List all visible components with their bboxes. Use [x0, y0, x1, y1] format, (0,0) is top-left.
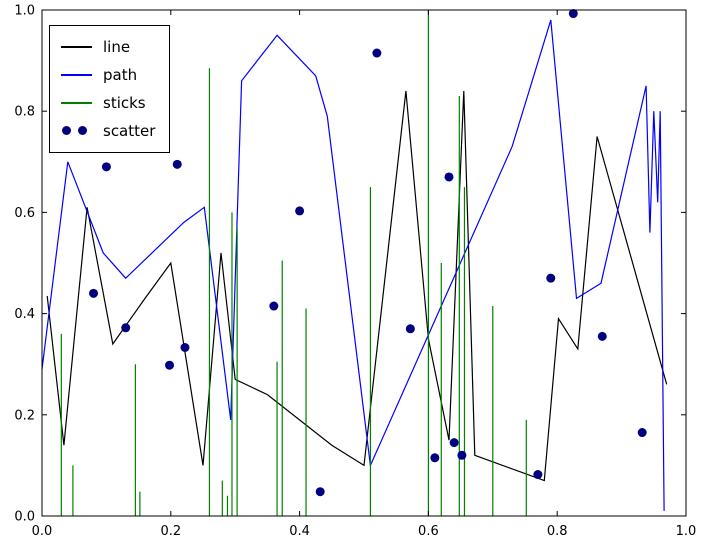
legend-label-sticks: sticks [103, 93, 146, 112]
scatter-point [546, 273, 556, 283]
legend: line path sticks scatter [49, 25, 171, 153]
x-tick-label: 0.6 [418, 524, 439, 539]
scatter-legend-sample [61, 126, 92, 136]
scatter-point [533, 470, 543, 480]
legend-label-scatter: scatter [103, 121, 156, 140]
scatter-point [165, 360, 175, 370]
scatter-point [315, 487, 325, 497]
legend-entry-scatter: scatter [61, 117, 155, 145]
scatter-point [172, 159, 182, 169]
scatter-point [101, 162, 111, 172]
line-series [46, 90, 668, 482]
y-tick-label: 0.0 [14, 510, 35, 525]
sticks-legend-sample [61, 102, 92, 104]
x-tick-label: 0.8 [547, 524, 568, 539]
y-tick-label: 0.4 [14, 307, 35, 322]
x-tick-label: 1.0 [676, 524, 697, 539]
scatter-point [180, 343, 190, 353]
y-tick-label: 0.8 [14, 105, 35, 120]
x-tick-label: 0.2 [160, 524, 181, 539]
scatter-point [457, 450, 467, 460]
scatter-point [269, 301, 279, 311]
legend-label-path: path [103, 65, 138, 84]
legend-entry-sticks: sticks [61, 89, 155, 117]
line-legend-sample [61, 46, 92, 48]
legend-entry-path: path [61, 61, 155, 89]
x-tick-label: 0.0 [32, 524, 53, 539]
path-series [41, 19, 665, 511]
y-tick-label: 1.0 [14, 4, 35, 19]
scatter-point [295, 206, 305, 216]
scatter-point [430, 453, 440, 463]
scatter-point [444, 172, 454, 182]
y-tick-label: 0.6 [14, 206, 35, 221]
scatter-dot-icon [62, 126, 71, 135]
scatter-point [568, 9, 578, 19]
legend-entry-line: line [61, 33, 155, 61]
scatter-dot-icon [78, 126, 87, 135]
x-tick-label: 0.4 [289, 524, 310, 539]
scatter-point [405, 324, 415, 334]
legend-label-line: line [103, 37, 131, 56]
path-legend-sample [61, 74, 92, 76]
scatter-point [637, 428, 647, 438]
scatter-point [372, 48, 382, 58]
axes-frame [41, 9, 687, 517]
scatter-point [121, 323, 131, 333]
y-tick-label: 0.2 [14, 408, 35, 423]
scatter-point [449, 438, 459, 448]
scatter-point [89, 288, 99, 298]
scatter-point [597, 331, 607, 341]
